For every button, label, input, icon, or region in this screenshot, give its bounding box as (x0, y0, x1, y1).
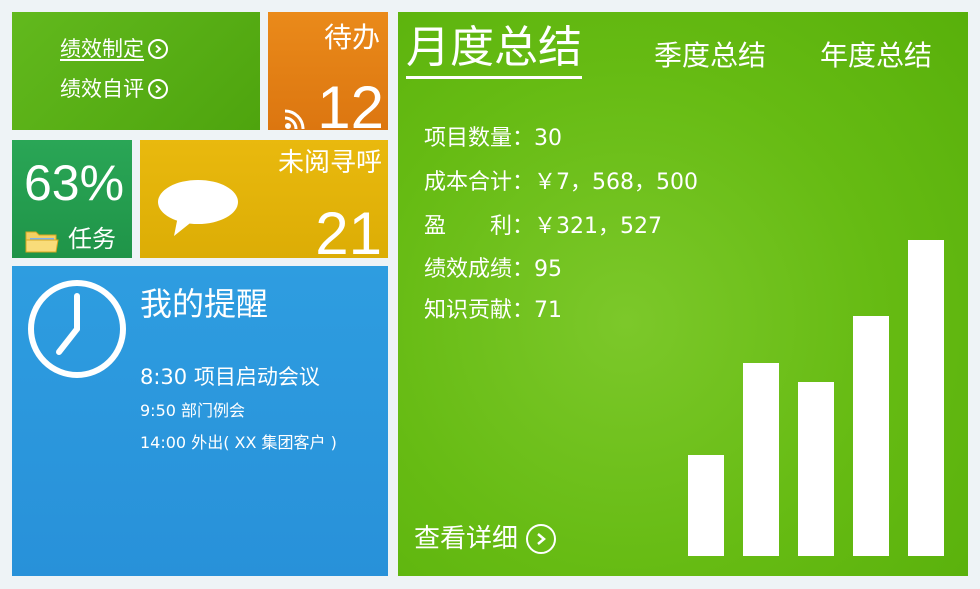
performance-define-label: 绩效制定 (60, 37, 144, 61)
summary-bar-chart (688, 240, 944, 556)
unread-messages-count: 21 (315, 200, 382, 259)
reminder-item: 8:30 项目启动会议 (140, 365, 320, 389)
arrow-right-circle-icon (148, 79, 168, 99)
summary-bar (743, 363, 779, 556)
summary-tile: 月度总结 季度总结 年度总结 项目数量：30 成本合计：￥7，568，500 盈… (398, 12, 968, 576)
stat-knowledge-contribution: 知识贡献：71 (424, 298, 562, 323)
task-label: 任务 (68, 225, 116, 253)
performance-self-eval-link[interactable]: 绩效自评 (60, 76, 168, 102)
summary-bar (688, 455, 724, 556)
stat-project-count: 项目数量：30 (424, 126, 562, 151)
rss-icon (284, 109, 305, 130)
clock-icon (28, 280, 126, 378)
todo-tile[interactable]: 待办 12 (268, 12, 388, 130)
view-details-label: 查看详细 (414, 524, 519, 554)
stat-performance-score: 绩效成绩：95 (424, 257, 562, 282)
performance-self-eval-label: 绩效自评 (60, 77, 144, 101)
reminder-title: 我的提醒 (140, 285, 269, 323)
stat-total-cost: 成本合计：￥7，568，500 (424, 170, 698, 195)
reminder-item: 9:50 部门例会 (140, 401, 246, 420)
task-tile[interactable]: 63% 任务 (12, 140, 132, 258)
unread-messages-label: 未阅寻呼 (277, 148, 382, 178)
task-percent: 63% (24, 155, 125, 211)
tab-quarterly-summary[interactable]: 季度总结 (654, 39, 767, 72)
arrow-right-circle-icon (148, 39, 168, 59)
unread-messages-tile[interactable]: 未阅寻呼 21 (140, 140, 388, 258)
reminder-tile[interactable]: 我的提醒 8:30 项目启动会议 9:50 部门例会 14:00 外出( XX … (12, 266, 388, 576)
view-details-link[interactable]: 查看详细 (414, 522, 557, 556)
summary-bar (908, 240, 944, 556)
tab-monthly-summary[interactable]: 月度总结 (406, 20, 582, 79)
performance-define-link[interactable]: 绩效制定 (60, 36, 168, 62)
arrow-right-circle-icon (526, 524, 557, 554)
stat-profit: 盈 利：￥321，527 (424, 214, 662, 239)
summary-bar (853, 316, 889, 556)
performance-tile: 绩效制定 绩效自评 (12, 12, 260, 130)
folder-icon (25, 231, 59, 253)
todo-label: 待办 (323, 21, 380, 54)
chat-bubble-icon (158, 180, 238, 236)
todo-count: 12 (317, 74, 384, 131)
reminder-item: 14:00 外出( XX 集团客户 ) (140, 433, 337, 452)
summary-bar (798, 382, 834, 556)
tab-yearly-summary[interactable]: 年度总结 (820, 39, 933, 72)
